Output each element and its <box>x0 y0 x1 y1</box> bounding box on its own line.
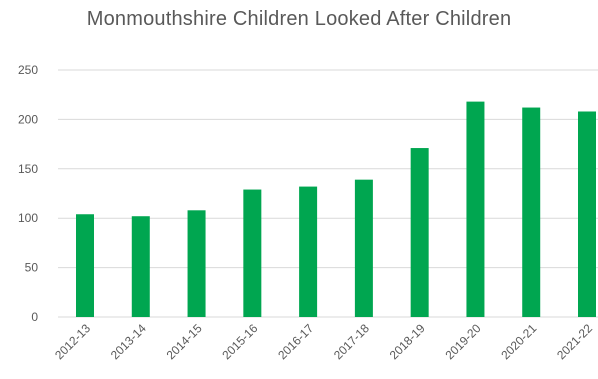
bar-2015-16 <box>243 189 262 317</box>
y-tick-label: 200 <box>18 112 38 126</box>
bar-2017-18 <box>354 179 373 317</box>
y-axis-ticks: 0 50 100 150 200 250 <box>18 63 38 324</box>
y-tick-label: 150 <box>18 162 38 176</box>
x-tick-label: 2015-16 <box>219 321 260 362</box>
bar-2016-17 <box>299 186 318 317</box>
x-tick-label: 2014-15 <box>164 321 205 362</box>
y-tick-label: 0 <box>31 310 38 324</box>
bar-2014-15 <box>187 210 206 317</box>
x-tick-label: 2019-20 <box>443 321 484 362</box>
bar-2020-21 <box>522 107 541 317</box>
bar-2013-14 <box>131 216 150 317</box>
x-tick-label: 2017-18 <box>331 321 372 362</box>
bar-2012-13 <box>76 214 94 317</box>
y-tick-label: 250 <box>18 63 38 77</box>
bar-2019-20 <box>466 101 485 317</box>
y-tick-label: 100 <box>18 211 38 225</box>
bar-2021-22 <box>578 111 596 317</box>
chart-title: Monmouthshire Children Looked After Chil… <box>86 8 512 30</box>
x-tick-label: 2021-22 <box>554 321 595 362</box>
bars <box>76 101 596 317</box>
x-tick-label: 2012-13 <box>52 321 93 362</box>
y-tick-label: 50 <box>25 261 39 275</box>
x-axis-labels: 2012-13 2013-14 2014-15 2015-16 2016-17 2017-… <box>52 321 595 362</box>
x-tick-label: 2020-21 <box>498 321 539 362</box>
x-tick-label: 2013-14 <box>108 321 149 362</box>
x-tick-label: 2016-17 <box>275 321 316 362</box>
x-tick-label: 2018-19 <box>387 321 428 362</box>
gridlines <box>58 69 598 318</box>
bar-2018-19 <box>410 148 429 317</box>
